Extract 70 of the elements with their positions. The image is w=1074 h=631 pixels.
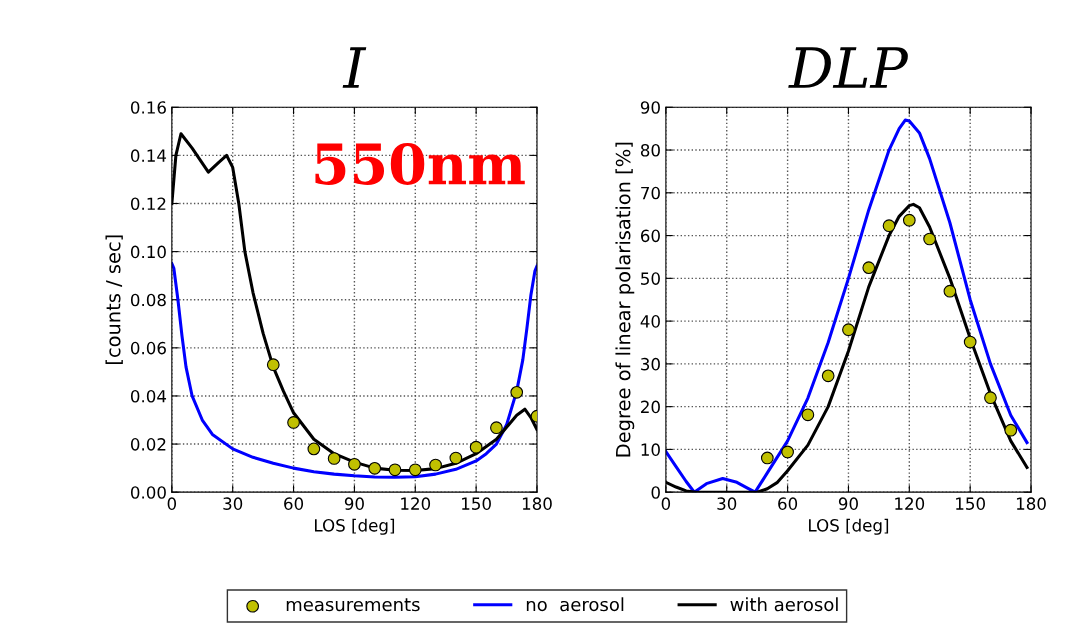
x-tick-label: 120	[895, 497, 925, 510]
point	[984, 391, 997, 405]
y-axis-title: [counts / sec]	[105, 235, 123, 364]
legend-label: measurements	[286, 598, 420, 612]
legend-label: no aerosol	[526, 597, 624, 612]
y-tick-label: 0.08	[130, 293, 166, 307]
point	[943, 284, 957, 298]
point	[801, 408, 815, 422]
x-tick-label: 60	[778, 497, 798, 510]
point	[429, 458, 442, 472]
y-tick-label: 0.00	[130, 486, 166, 499]
point	[449, 451, 463, 465]
point	[510, 385, 524, 399]
point	[368, 461, 382, 475]
y-tick-label: 0.12	[130, 197, 166, 211]
line-series	[171, 262, 537, 479]
y-tick-label: 20	[641, 400, 660, 414]
y-tick-label: 30	[641, 357, 660, 371]
y-tick-label: 90	[640, 101, 660, 114]
point	[327, 452, 341, 465]
x-tick-label: 180	[1016, 497, 1046, 510]
point	[923, 232, 936, 246]
point	[388, 463, 402, 477]
point	[348, 457, 361, 471]
point	[408, 463, 422, 477]
point	[490, 421, 503, 435]
y-tick-label: 0.16	[130, 101, 166, 114]
y-tick-label: 0.06	[130, 341, 166, 355]
x-tick-label: 150	[956, 497, 985, 510]
x-tick-label: 30	[223, 497, 243, 510]
y-tick-label: 40	[640, 315, 660, 328]
x-axis-title: LOS [deg]	[809, 518, 889, 535]
point	[862, 261, 876, 275]
y-tick-label: 60	[640, 229, 660, 243]
y-tick-label: 0.02	[130, 438, 166, 451]
point	[287, 416, 300, 429]
y-tick-label: 80	[640, 144, 660, 157]
y-tick-label: 50	[641, 272, 660, 285]
y-tick-label: 0	[651, 486, 660, 499]
chart-title: I	[342, 47, 367, 88]
point	[266, 358, 280, 372]
x-tick-label: 180	[522, 497, 552, 510]
y-tick-label: 0.04	[130, 389, 167, 403]
x-tick-label: 150	[462, 497, 491, 510]
point	[781, 445, 794, 459]
point	[1004, 423, 1018, 437]
legend-label: with aerosol	[730, 597, 838, 612]
chart-title: DLP	[788, 47, 908, 88]
x-tick-label: 120	[401, 497, 431, 510]
y-tick-label: 0.10	[130, 245, 166, 259]
x-tick-label: 90	[344, 497, 364, 510]
x-tick-label: 0	[661, 497, 671, 510]
point	[821, 369, 835, 383]
y-axis-title: Degree of linear polarisation [%]	[615, 142, 635, 457]
point	[963, 335, 977, 349]
point	[760, 451, 774, 465]
point	[307, 442, 321, 456]
point	[902, 213, 916, 227]
x-tick-label: 0	[167, 497, 177, 510]
y-tick-label: 0.14	[130, 149, 167, 162]
x-axis-title: LOS [deg]	[315, 518, 395, 535]
x-tick-label: 30	[717, 497, 737, 510]
point	[469, 440, 483, 454]
y-tick-label: 70	[641, 186, 660, 200]
x-tick-label: 60	[284, 497, 304, 510]
x-tick-label: 90	[838, 497, 858, 510]
point	[882, 219, 896, 233]
point	[842, 323, 855, 337]
annotation: 550nm	[315, 142, 525, 185]
y-tick-label: 10	[641, 443, 660, 456]
